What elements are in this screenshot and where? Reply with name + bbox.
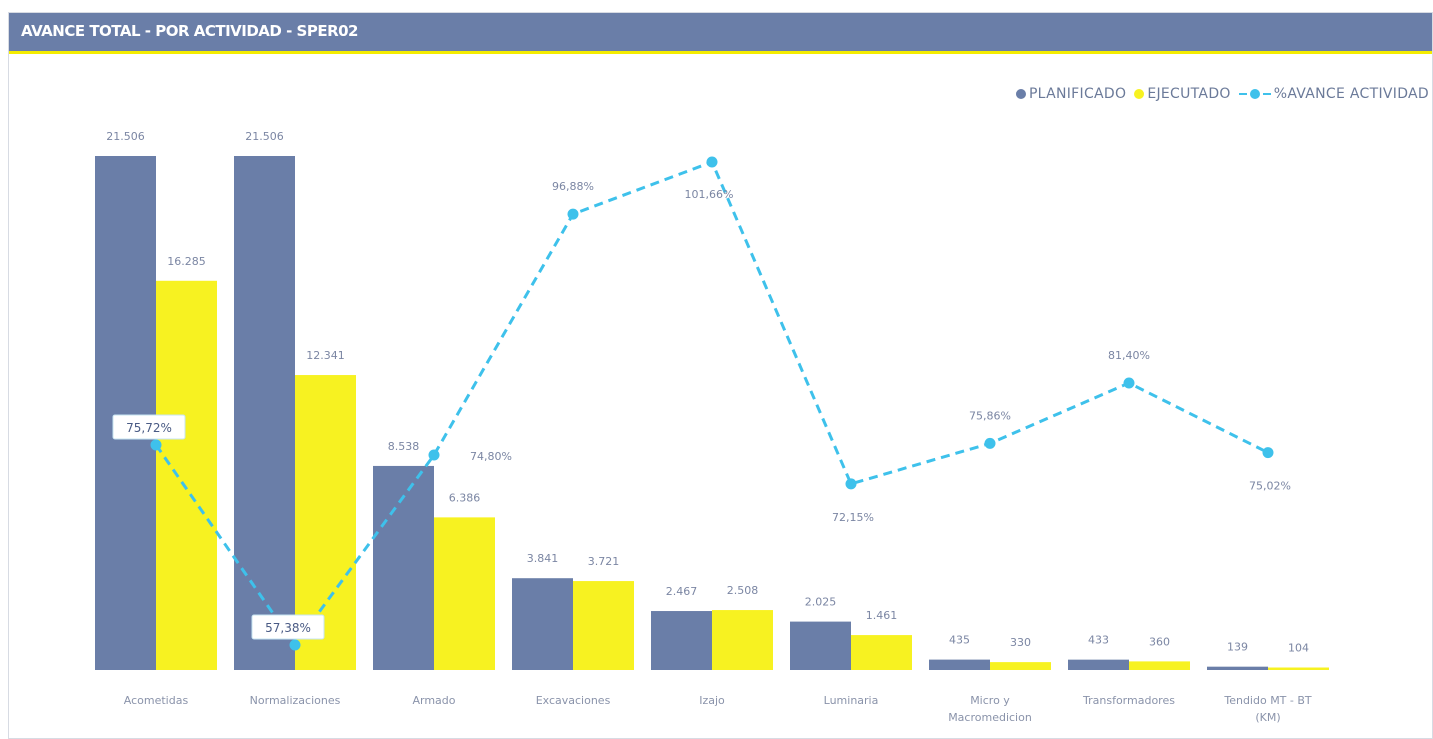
bar-executed[interactable] — [712, 610, 773, 670]
category-label: (KM) — [1255, 711, 1280, 724]
data-label-executed-bg — [159, 251, 214, 270]
bar-planned[interactable] — [373, 465, 434, 670]
legend-planned-marker — [1015, 89, 1026, 99]
data-label-executed: 6.386 — [449, 491, 481, 504]
bar-planned[interactable] — [234, 156, 295, 670]
legend-percent-marker — [1238, 89, 1271, 99]
panel-title: AVANCE TOTAL - POR ACTIVIDAD - SPER02 — [21, 22, 359, 40]
data-label-executed: 330 — [1010, 636, 1031, 649]
percent-point[interactable] — [289, 639, 301, 651]
category-label: Micro y — [970, 694, 1010, 707]
data-label-planned: 8.538 — [388, 440, 420, 453]
category-label: Excavaciones — [536, 694, 611, 707]
legend-executed-marker — [1134, 89, 1145, 99]
percent-label: 75,72% — [126, 421, 172, 435]
percent-point[interactable] — [984, 437, 996, 449]
bar-executed[interactable] — [573, 581, 634, 670]
legend-executed-label: EJECUTADO — [1147, 86, 1231, 102]
data-label-planned: 433 — [1088, 634, 1109, 647]
percent-point[interactable] — [1123, 377, 1135, 389]
data-label-executed: 16.285 — [167, 255, 206, 268]
panel-header: AVANCE TOTAL - POR ACTIVIDAD - SPER02 — [9, 13, 1432, 54]
data-label-executed: 3.721 — [588, 555, 620, 568]
percent-point[interactable] — [706, 156, 718, 168]
percent-label: 74,80% — [470, 450, 512, 463]
category-label: Armado — [412, 694, 455, 707]
data-label-executed: 104 — [1288, 642, 1309, 655]
data-label-planned: 435 — [949, 634, 970, 647]
percent-label: 75,86% — [969, 409, 1011, 422]
percent-point[interactable] — [845, 478, 857, 490]
data-label-executed: 2.508 — [727, 584, 759, 597]
data-label-executed-bg — [576, 552, 631, 571]
legend-planned[interactable]: PLANIFICADO — [1015, 86, 1127, 102]
bar-executed[interactable] — [1268, 667, 1329, 670]
legend-percent[interactable]: %AVANCE ACTIVIDAD — [1238, 86, 1429, 102]
data-label-executed-bg — [715, 581, 770, 600]
percent-point[interactable] — [150, 439, 162, 451]
category-label: Macromedicion — [948, 711, 1032, 724]
data-label-executed: 12.341 — [306, 349, 345, 362]
bar-planned[interactable] — [1207, 666, 1268, 670]
data-label-planned: 21.506 — [245, 130, 284, 143]
data-label-planned: 2.025 — [805, 596, 837, 609]
data-label-executed: 360 — [1149, 635, 1170, 648]
percent-point[interactable] — [567, 208, 579, 220]
data-label-planned: 2.467 — [666, 585, 698, 598]
percent-label: 81,40% — [1108, 349, 1150, 362]
bar-planned[interactable] — [95, 156, 156, 670]
legend-percent-label: %AVANCE ACTIVIDAD — [1273, 86, 1429, 102]
bar-planned[interactable] — [790, 621, 851, 670]
bar-executed[interactable] — [1129, 661, 1190, 670]
data-label-executed-bg — [298, 346, 353, 365]
category-label: Luminaria — [824, 694, 879, 707]
bar-executed[interactable] — [434, 517, 495, 670]
percent-label-box — [112, 414, 186, 440]
data-label-executed: 1.461 — [866, 609, 898, 622]
bar-planned[interactable] — [1068, 659, 1129, 670]
bar-executed[interactable] — [851, 635, 912, 670]
percent-point[interactable] — [428, 449, 440, 461]
legend-executed[interactable]: EJECUTADO — [1134, 86, 1230, 102]
category-label: Izajo — [699, 694, 725, 707]
bar-executed[interactable] — [156, 280, 217, 670]
category-label: Transformadores — [1082, 694, 1175, 707]
data-label-planned: 3.841 — [527, 552, 559, 565]
percent-label: 96,88% — [552, 180, 594, 193]
bar-planned[interactable] — [929, 659, 990, 670]
data-label-executed-bg — [854, 606, 909, 625]
percent-label-box — [251, 614, 325, 640]
bar-planned[interactable] — [512, 578, 573, 670]
bar-executed[interactable] — [990, 662, 1051, 670]
percent-point[interactable] — [1262, 447, 1274, 459]
data-label-planned: 139 — [1227, 641, 1248, 654]
data-label-planned: 21.506 — [106, 130, 145, 143]
percent-label: 57,38% — [265, 621, 311, 635]
category-label: Acometidas — [124, 694, 189, 707]
category-label: Normalizaciones — [250, 694, 341, 707]
bar-planned[interactable] — [651, 611, 712, 670]
data-label-executed-bg — [993, 633, 1048, 652]
percent-label: 101,66% — [685, 188, 734, 201]
category-label: Tendido MT - BT — [1223, 694, 1312, 707]
percent-label: 75,02% — [1249, 480, 1291, 493]
legend-planned-label: PLANIFICADO — [1028, 86, 1127, 102]
data-label-executed-bg — [1271, 638, 1326, 657]
data-label-executed-bg — [437, 488, 492, 507]
percent-label: 72,15% — [832, 511, 874, 524]
data-label-executed-bg — [1132, 632, 1187, 651]
chart-legend: PLANIFICADO EJECUTADO %AVANCE ACTIVIDAD — [1015, 86, 1433, 102]
